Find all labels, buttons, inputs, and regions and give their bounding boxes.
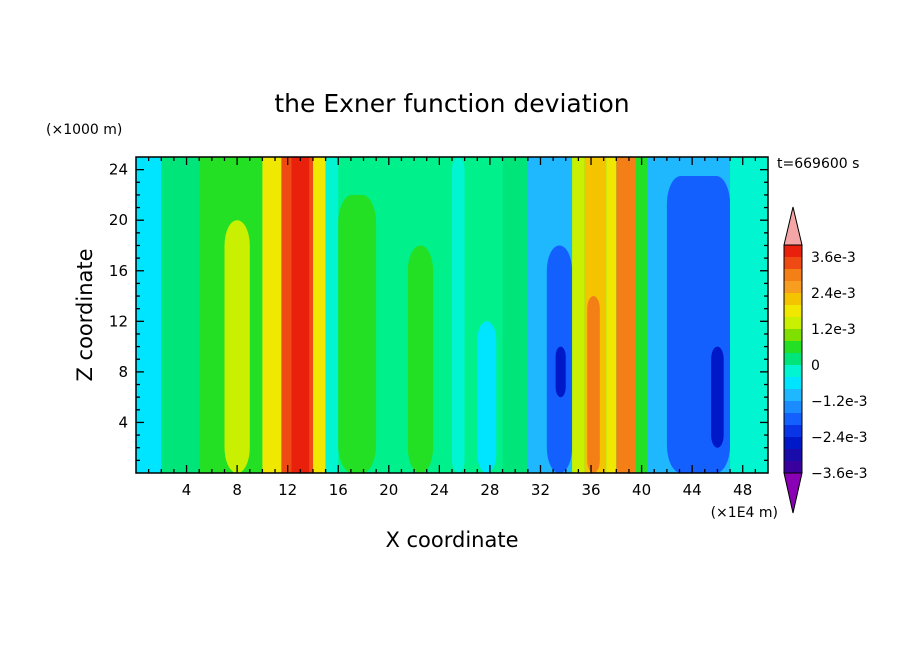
contour-band: [325, 157, 339, 473]
colorbar-label: 2.4e-3: [811, 286, 856, 302]
colorbar-swatch: [784, 437, 802, 450]
colorbar-swatch: [784, 401, 802, 414]
colorbar-label: −2.4e-3: [811, 430, 868, 446]
colorbar-label: 0: [811, 358, 820, 374]
contour-band: [711, 346, 724, 448]
colorbar-swatch: [784, 413, 802, 426]
colorbar-swatch: [784, 281, 802, 294]
colorbar-label: −1.2e-3: [811, 394, 868, 410]
x-tick-label: 4: [182, 481, 192, 499]
y-tick-label: 4: [118, 413, 128, 431]
contour-band: [338, 194, 377, 473]
contour-band: [587, 296, 600, 473]
x-tick-label: 32: [531, 481, 550, 499]
colorbar-swatch: [784, 329, 802, 342]
colorbar-swatch: [784, 257, 802, 270]
y-tick-label: 24: [109, 161, 128, 179]
contour-band: [136, 157, 162, 473]
colorbar-swatch: [784, 353, 802, 366]
x-tick-label: 36: [581, 481, 600, 499]
contour-band: [161, 157, 200, 473]
colorbar-swatch: [784, 293, 802, 306]
colorbar-label: 1.2e-3: [811, 322, 856, 338]
colorbar-swatch: [784, 305, 802, 318]
x-tick-label: 12: [278, 481, 297, 499]
contour-band: [291, 157, 310, 473]
x-tick-label: 16: [329, 481, 348, 499]
x-tick-label: 40: [632, 481, 651, 499]
colorbar-min-arrow: [783, 472, 803, 514]
x-tick-label: 8: [232, 481, 242, 499]
colorbar-swatch: [784, 317, 802, 330]
contour-band: [477, 321, 497, 473]
contour-band: [313, 157, 326, 473]
plot-area: [136, 157, 768, 473]
y-tick-label: 8: [118, 363, 128, 381]
colorbar-swatch: [784, 365, 802, 378]
y-unit-label: (×1000 m): [46, 122, 122, 138]
x-tick-label: 28: [480, 481, 499, 499]
colorbar-swatch: [784, 341, 802, 354]
time-label: t=669600 s: [777, 156, 859, 172]
contour-band: [572, 157, 585, 473]
x-tick-label: 24: [430, 481, 449, 499]
contour-band: [502, 157, 528, 473]
colorbar: 3.6e-3 2.4e-3 1.2e-3 0 −1.2e-3 −2.4e-3 −3.6e-3: [783, 206, 868, 514]
contour-band: [407, 245, 434, 473]
x-axis-label: X coordinate: [385, 528, 518, 552]
colorbar-swatch: [784, 461, 802, 474]
colorbar-swatch: [784, 449, 802, 462]
y-tick-label: 12: [109, 312, 128, 330]
x-unit-label: (×1E4 m): [711, 505, 778, 521]
x-tick-label: 20: [379, 481, 398, 499]
contour-band: [224, 220, 250, 473]
colorbar-label: −3.6e-3: [811, 466, 868, 482]
contour-band: [730, 157, 768, 473]
chart-title: the Exner function deviation: [274, 89, 629, 118]
y-tick-label: 20: [109, 211, 128, 229]
colorbar-swatch: [784, 377, 802, 390]
contour-band: [616, 157, 636, 473]
colorbar-max-arrow: [783, 206, 803, 246]
y-tick-label: 16: [109, 262, 128, 280]
colorbar-swatch: [784, 389, 802, 402]
x-tick-label: 48: [733, 481, 752, 499]
contour-band: [606, 157, 617, 473]
contour-band: [555, 346, 566, 398]
colorbar-swatch: [784, 245, 802, 258]
colorbar-label: 3.6e-3: [811, 250, 856, 266]
x-tick-label: 44: [683, 481, 702, 499]
contour-band: [635, 157, 648, 473]
contour-band: [452, 157, 465, 473]
y-axis-label: Z coordinate: [73, 248, 97, 381]
colorbar-swatch: [784, 425, 802, 438]
colorbar-swatch: [784, 269, 802, 282]
contour-band: [262, 157, 282, 473]
